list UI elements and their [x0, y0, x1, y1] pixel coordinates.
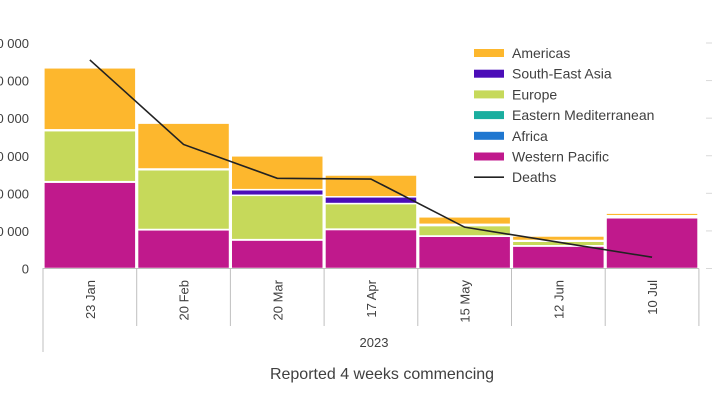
bar-south-east-asia	[324, 196, 418, 205]
bar-south-east-asia	[230, 188, 324, 197]
bar-western-pacific	[324, 228, 418, 270]
bar-americas	[136, 122, 231, 170]
x-tick-label: 23 Jan	[83, 280, 98, 319]
bars	[43, 67, 699, 270]
x-tick-label: 20 Feb	[177, 280, 192, 320]
x-tick-label: 12 Jun	[551, 280, 566, 319]
legend-label-south-east-asia: South-East Asia	[512, 66, 612, 82]
bar-americas	[511, 235, 606, 242]
x-tick-label: 15 May	[458, 280, 473, 323]
x-tick-label: 10 Jul	[645, 280, 660, 315]
legend-swatch-africa	[474, 131, 504, 140]
legend-swatch-eastern-mediterranean	[474, 111, 504, 120]
bar-western-pacific	[605, 217, 699, 270]
legend-label-africa: Africa	[512, 128, 548, 144]
bar-americas	[605, 212, 699, 217]
deaths-line	[89, 59, 653, 259]
bar-americas	[230, 155, 324, 191]
bar-europe	[136, 168, 231, 231]
legend-swatch-western-pacific	[474, 152, 504, 161]
y-tick-label: 0 000	[0, 149, 29, 164]
bar-americas	[417, 216, 512, 226]
y-tick-label: 0 000	[0, 224, 29, 239]
y-axis: 0 0 000 0 000 0 000 0 000 0 000 0 000	[0, 36, 29, 277]
legend-swatch-south-east-asia	[474, 69, 504, 78]
legend-swatch-europe	[474, 90, 504, 99]
bar-europe	[43, 129, 137, 183]
bar-western-pacific	[511, 245, 606, 270]
x-axis-title: Reported 4 weeks commencing	[270, 366, 494, 383]
y-tick-label: 0 000	[0, 186, 29, 201]
bar-americas	[43, 67, 137, 131]
deaths-line-path	[89, 59, 653, 259]
legend-label-deaths: Deaths	[512, 169, 556, 185]
y-tick-label: 0	[22, 262, 29, 277]
y-tick-label: 0 000	[0, 111, 29, 126]
x-tick-label: 20 Mar	[270, 279, 285, 320]
x-tick-label: 17 Apr	[364, 279, 379, 317]
bar-europe	[230, 194, 324, 241]
y-tick-label: 0 000	[0, 74, 29, 89]
year-label: 2023	[360, 335, 389, 350]
bar-western-pacific	[417, 235, 512, 270]
bar-europe	[324, 202, 418, 230]
bar-western-pacific	[43, 181, 137, 270]
legend-label-americas: Americas	[512, 45, 570, 61]
bar-western-pacific	[230, 239, 324, 270]
legend-label-eastern-mediterranean: Eastern Mediterranean	[512, 107, 654, 123]
y-tick-label: 0 000	[0, 36, 29, 51]
x-axis: 23 Jan 20 Feb 20 Mar 17 Apr 15 May 12 Jun 10 J…	[42, 42, 712, 352]
legend-label-europe: Europe	[512, 86, 557, 102]
legend-label-western-pacific: Western Pacific	[512, 149, 609, 165]
legend-swatch-americas	[474, 49, 504, 57]
legend: Americas South-East Asia Europe Eastern Med…	[474, 45, 654, 185]
bar-western-pacific	[136, 229, 231, 270]
